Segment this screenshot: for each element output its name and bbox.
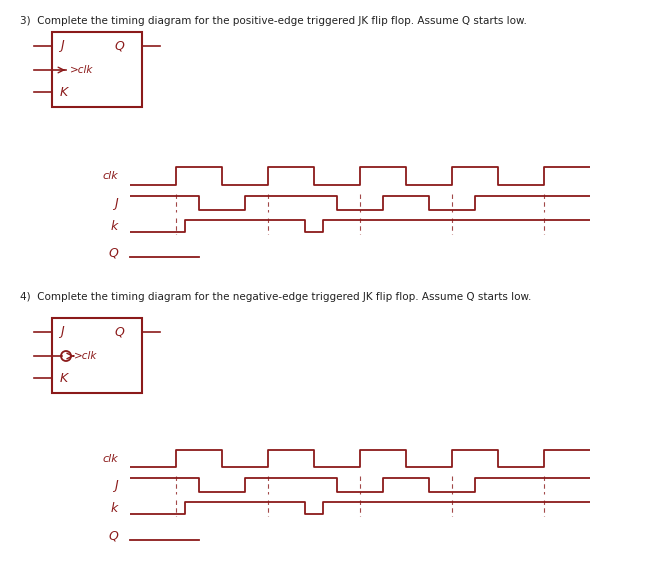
Text: Q: Q [108,530,118,543]
Text: J: J [60,39,64,52]
Text: J: J [114,479,118,492]
Text: clk: clk [103,453,118,463]
Text: J: J [60,326,64,339]
Text: K: K [60,372,68,385]
Text: clk: clk [103,171,118,181]
Text: Q: Q [108,246,118,259]
Text: 3)  Complete the timing diagram for the positive-edge triggered JK flip flop. As: 3) Complete the timing diagram for the p… [20,16,527,26]
Text: 4)  Complete the timing diagram for the negative-edge triggered JK flip flop. As: 4) Complete the timing diagram for the n… [20,292,531,302]
Text: Q: Q [114,39,124,52]
Text: K: K [60,85,68,99]
Bar [52,318,142,393]
Text: J: J [114,196,118,209]
Text: >clk: >clk [74,351,97,361]
Text: k: k [111,502,118,514]
Bar [52,32,142,107]
Text: k: k [111,219,118,232]
Text: >clk: >clk [70,65,94,75]
Text: Q: Q [114,326,124,339]
